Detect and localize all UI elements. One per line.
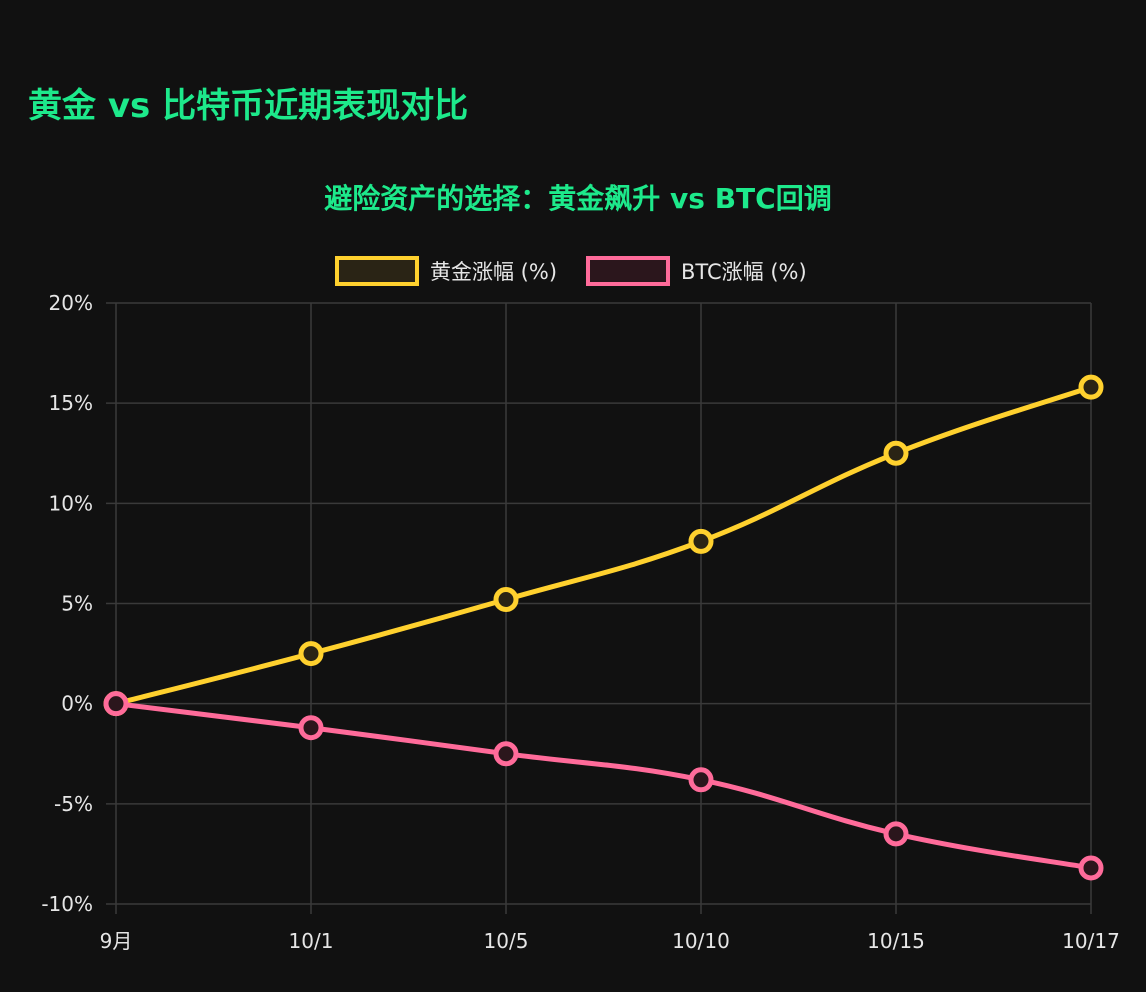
y-tick-label: 15%	[49, 391, 93, 415]
y-tick-label: 5%	[61, 592, 93, 616]
legend-swatch-gold	[335, 256, 419, 286]
data-point-btc[interactable]	[493, 741, 519, 767]
data-point-gold[interactable]	[493, 586, 519, 612]
x-tick-label: 10/17	[1062, 929, 1120, 953]
x-tick-label: 10/15	[867, 929, 925, 953]
chart-title: 避险资产的选择：黄金飙升 vs BTC回调	[324, 182, 831, 215]
series-gold	[103, 374, 1104, 717]
data-point-gold[interactable]	[1078, 374, 1104, 400]
legend-item-gold[interactable]: 黄金涨幅 (%)	[335, 256, 557, 286]
y-axis: 20% 15% 10% 5% 0% -5% -10%	[41, 291, 93, 916]
data-point-gold[interactable]	[688, 528, 714, 554]
data-point-btc[interactable]	[688, 767, 714, 793]
y-tick-label: 0%	[61, 692, 93, 716]
series-layer	[103, 374, 1104, 881]
data-point-btc[interactable]	[298, 715, 324, 741]
x-tick-label: 10/5	[484, 929, 529, 953]
legend-label-btc: BTC涨幅 (%)	[681, 260, 807, 284]
legend-swatch-btc	[586, 256, 670, 286]
data-point-btc[interactable]	[103, 691, 129, 717]
y-tick-label: 20%	[49, 291, 93, 315]
series-line-btc	[113, 701, 1094, 871]
y-tick-label: -10%	[41, 892, 93, 916]
legend-label-gold: 黄金涨幅 (%)	[430, 260, 557, 284]
legend-item-btc[interactable]: BTC涨幅 (%)	[586, 256, 807, 286]
data-point-btc[interactable]	[1078, 855, 1104, 881]
x-tick-label: 10/10	[672, 929, 730, 953]
x-tick-label: 10/1	[289, 929, 334, 953]
series-btc	[103, 691, 1104, 881]
y-tick-label: 10%	[49, 491, 93, 515]
data-point-btc[interactable]	[883, 821, 909, 847]
y-tick-label: -5%	[54, 792, 93, 816]
chart-grid	[106, 302, 1092, 914]
x-axis: 9月 10/1 10/5 10/10 10/15 10/17	[100, 929, 1120, 953]
page-title: 黄金 vs 比特币近期表现对比	[28, 86, 469, 126]
chart-legend: 黄金涨幅 (%) BTC涨幅 (%)	[335, 256, 807, 286]
x-tick-label: 9月	[100, 929, 133, 953]
series-line-gold	[113, 384, 1094, 707]
data-point-gold[interactable]	[298, 641, 324, 667]
data-point-gold[interactable]	[883, 440, 909, 466]
